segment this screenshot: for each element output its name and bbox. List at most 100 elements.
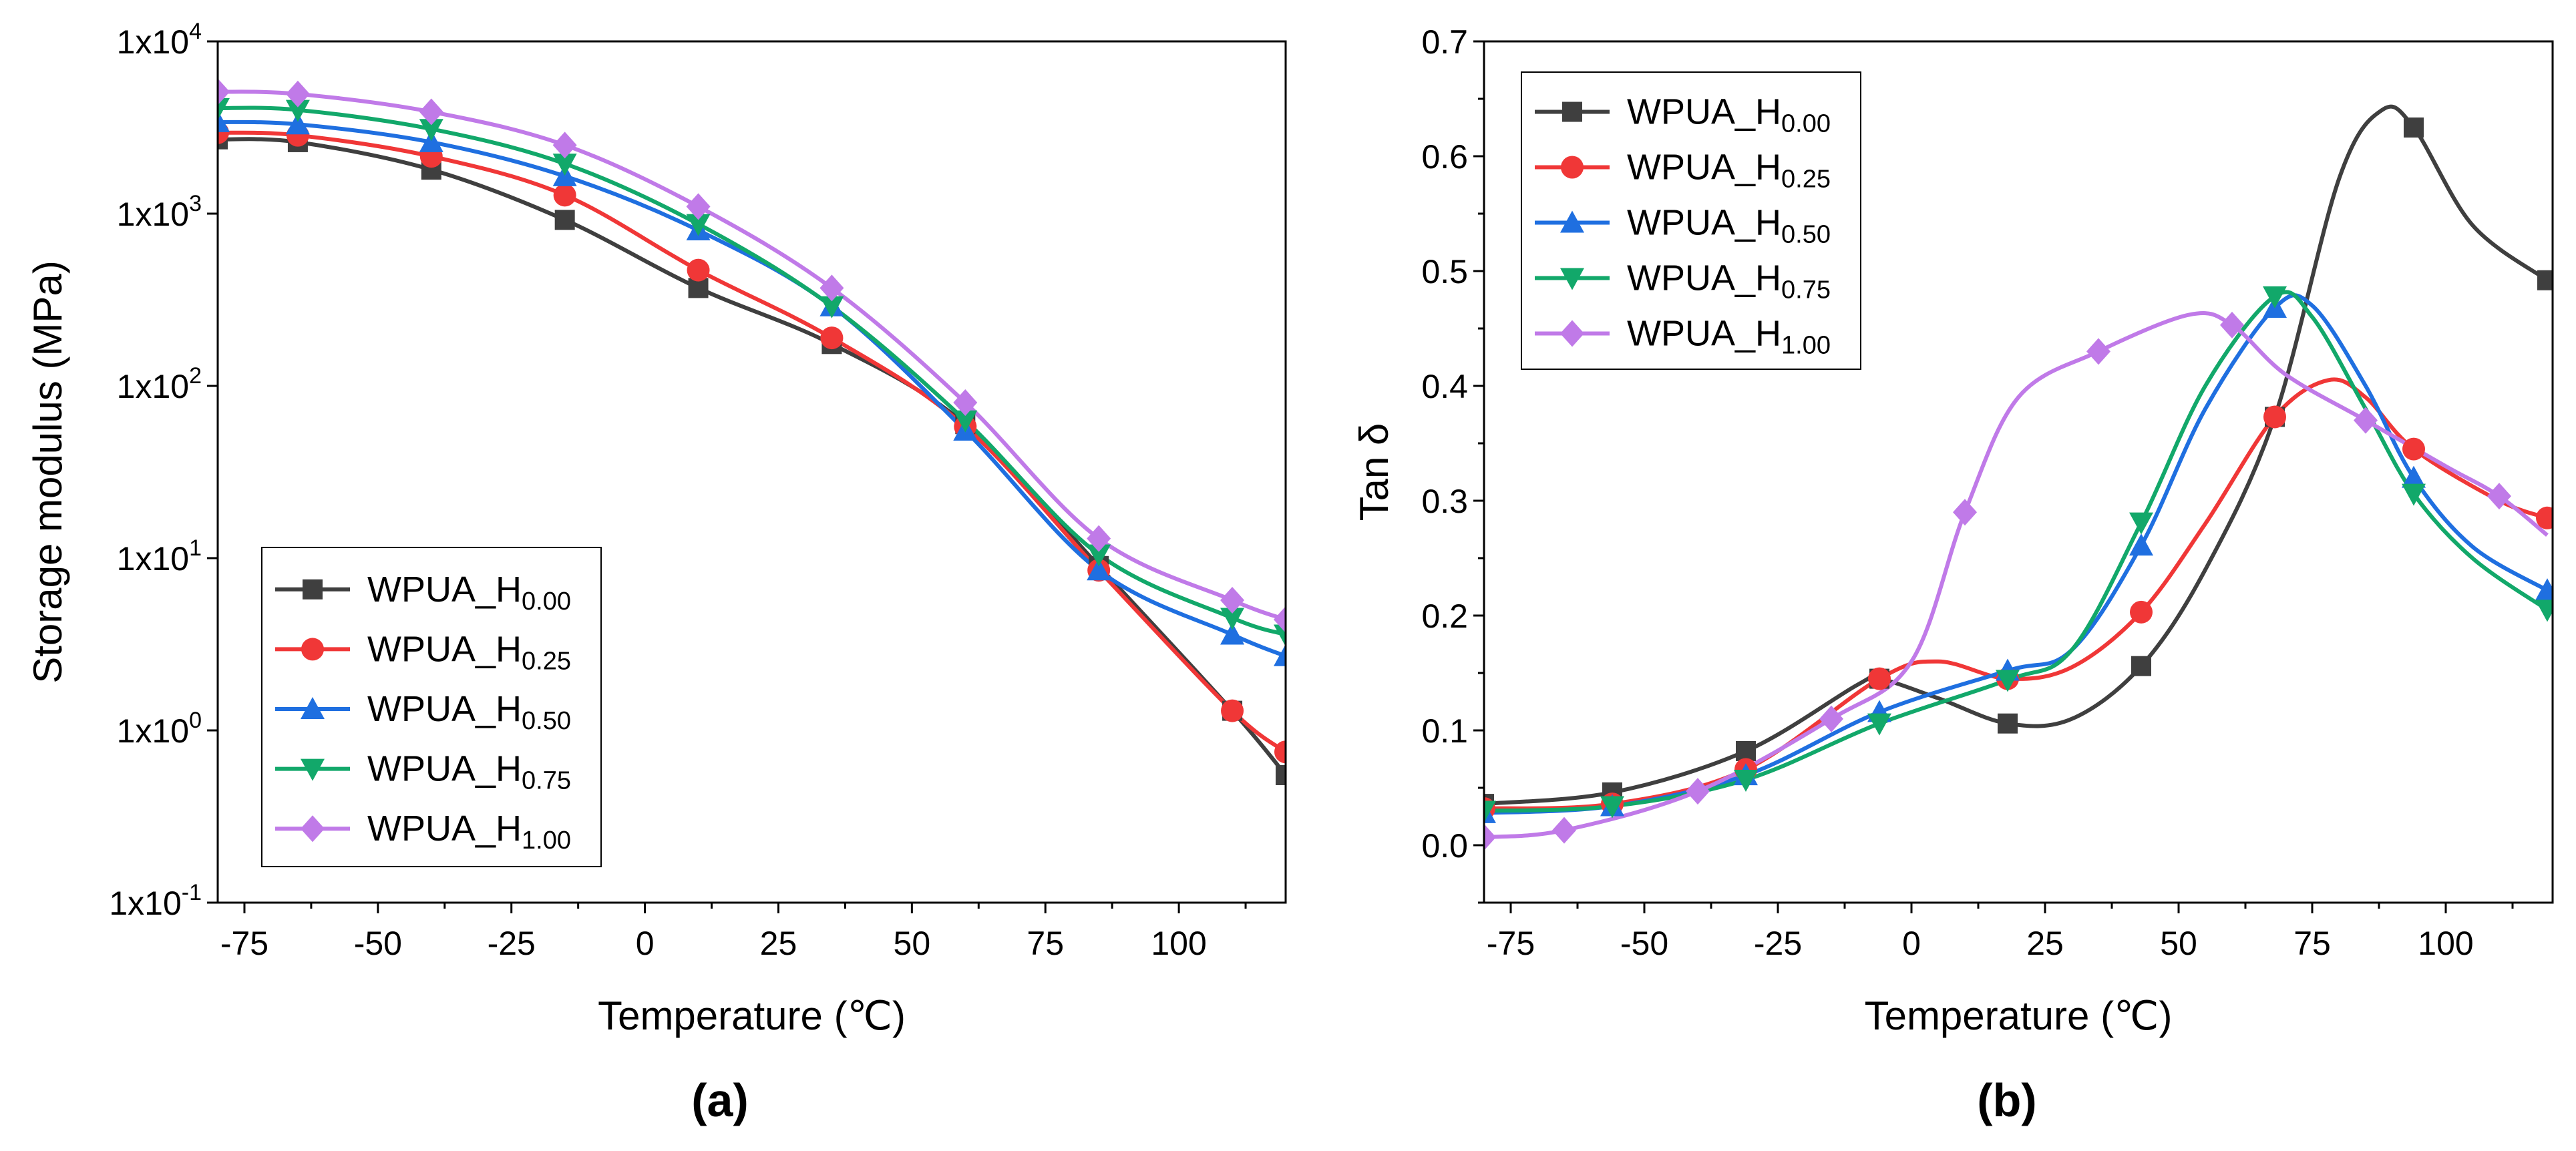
panel-label: (b) [1977,1074,2036,1126]
data-point [953,389,978,417]
data-point [686,193,711,220]
data-point [2086,338,2110,365]
x-axis-label: Temperature (℃) [1865,993,2173,1038]
series-line [218,105,1286,637]
x-tick-label: 25 [2026,925,2064,962]
legend-label: WPUA_H1.00 [367,809,571,855]
series-line [1484,310,2549,839]
legend-marker [303,579,323,600]
data-point [1220,586,1245,614]
data-point [285,112,310,135]
y-axis-label: Tan δ [1352,423,1397,521]
data-point [2129,533,2153,556]
data-point [552,132,577,159]
y-tick-label: 0.7 [1421,23,1468,61]
data-point [285,99,310,122]
data-point [1220,622,1245,645]
data-point [2263,286,2287,308]
data-point [1221,699,1244,722]
legend: WPUA_H0.00 WPUA_H0.25 WPUA_H0.50 WPUA_H0.75… [1521,71,1861,370]
panel-label: (a) [691,1074,749,1126]
data-point [820,326,844,350]
x-tick-label: -50 [1620,925,1668,962]
data-point [419,119,443,142]
data-point [554,210,575,230]
chart-a: -75 -50 -25 0 25 50 75 100 1x10-1 1x100 1x101 1x102… [25,19,1287,1126]
legend-label: WPUA_H0.00 [1627,92,1831,138]
x-tick-label: 50 [894,925,931,962]
legend-marker [1562,101,1582,122]
x-tick-label: 100 [2418,925,2473,962]
legend-label: WPUA_H0.75 [367,749,571,795]
x-tick-label: 25 [760,925,797,962]
series-group [1484,104,2553,851]
series-group [218,78,1286,785]
data-point [285,80,310,107]
legend-label: WPUA_H0.25 [1627,148,1831,194]
data-point [1600,796,1624,819]
data-point [819,274,844,302]
y-tick-label: 1x103 [117,191,202,233]
series-line [218,89,1286,622]
y-tick-label: 0.6 [1421,138,1468,176]
legend-marker [1561,156,1584,179]
data-point [687,258,710,282]
series-line [1484,377,2549,811]
y-tick-label: 1x102 [117,363,202,405]
series-line [218,137,1286,776]
data-point [1998,713,2018,734]
data-point [1274,740,1286,764]
data-point [1274,644,1286,666]
data-point [1484,800,1496,823]
data-point [953,410,978,433]
data-point [552,154,577,176]
data-point [2354,407,2378,434]
x-tick-label: 75 [1027,925,1064,962]
data-point [1274,606,1286,633]
y-tick-label: 0.0 [1421,827,1468,865]
data-point [218,78,230,105]
data-point [2536,506,2553,529]
data-point [218,97,230,120]
y-axis-label: Storage modulus (MPa) [25,260,70,684]
data-point [1819,705,1843,732]
plot-frame [216,40,1287,904]
data-point [2537,270,2553,290]
data-point [1087,525,1111,552]
data-point [1087,558,1111,581]
legend-label: WPUA_H0.25 [367,629,571,675]
data-point [419,130,443,152]
data-point [2130,600,2153,624]
data-point [1953,499,1977,526]
data-point [2487,483,2511,510]
data-point [2535,578,2553,601]
legend-marker [1560,320,1584,347]
data-point [1484,823,1496,851]
y-tick-label: 0.1 [1421,712,1468,750]
legend-label: WPUA_H1.00 [1627,314,1831,360]
data-point [2404,118,2424,138]
x-tick-label: 100 [1151,925,1206,962]
data-point [1274,624,1286,647]
data-point [1996,670,2020,692]
data-point [1868,667,1891,690]
x-tick-label: 0 [1902,925,1921,962]
data-point [1087,544,1111,567]
y-tick-label: 0.2 [1421,598,1468,635]
data-point [218,109,230,132]
x-tick-label: -75 [1487,925,1535,962]
x-tick-label: 0 [636,925,655,962]
legend-label: WPUA_H0.75 [1627,258,1831,304]
data-point [686,214,711,236]
legend-label: WPUA_H0.50 [1627,203,1831,249]
plot-frame [1483,40,2554,904]
legend-marker [1560,210,1584,233]
legend-marker [1560,268,1584,290]
data-point [2263,405,2286,429]
series-line [1484,293,2549,815]
x-tick-label: 75 [2293,925,2331,962]
y-tick-label: 1x104 [117,19,202,61]
data-point [1867,713,1891,736]
legend-label: WPUA_H0.50 [367,689,571,735]
